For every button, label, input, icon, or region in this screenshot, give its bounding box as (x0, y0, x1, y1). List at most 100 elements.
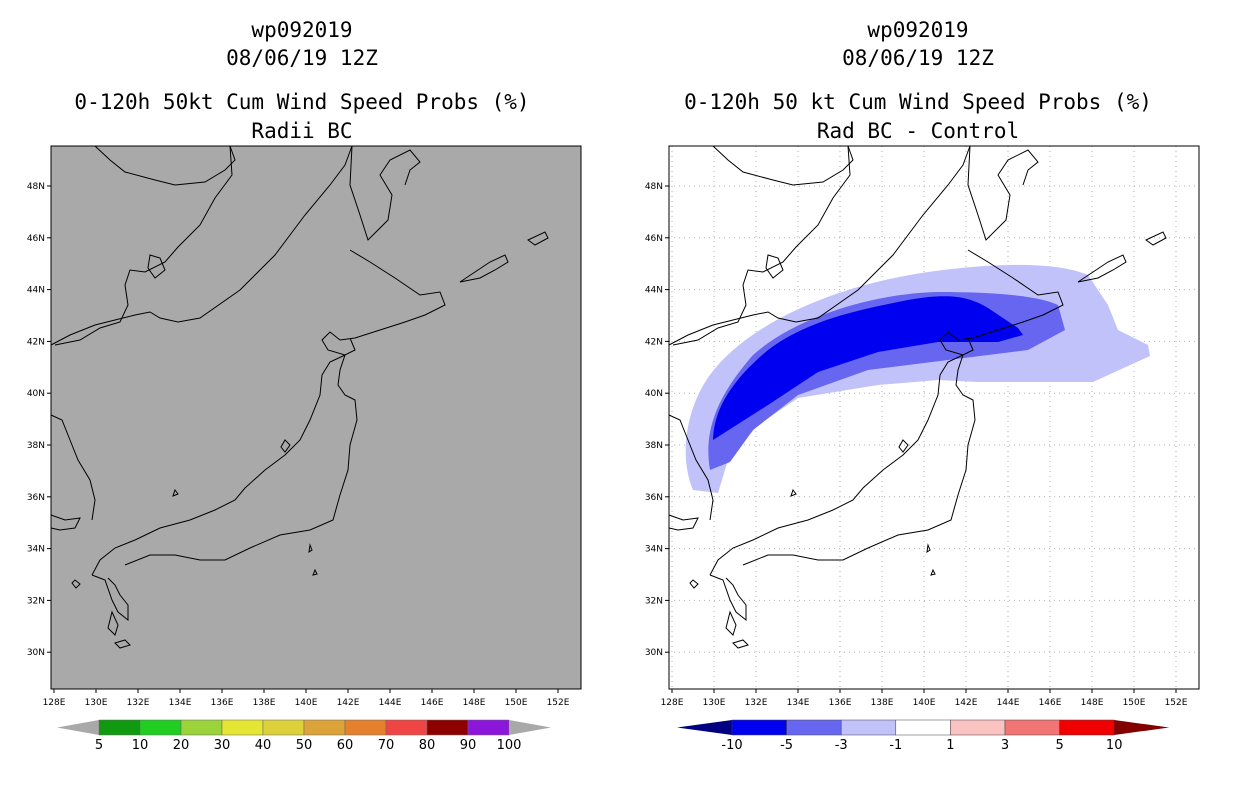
colorbar-box (221, 719, 264, 736)
coastline-segment (147, 254, 166, 279)
coastline-segment (725, 610, 737, 636)
x-tick-label: 140E (295, 698, 318, 708)
colorbar-label: 10 (132, 738, 149, 753)
colorbar-label: -5 (780, 738, 793, 753)
x-tick-label: 138E (871, 698, 894, 708)
x-tick-label: 134E (169, 698, 192, 708)
gridlines (669, 146, 1199, 689)
coastline-segment (280, 439, 291, 453)
y-tick-label: 36N (27, 493, 45, 503)
y-tick-label: 38N (645, 441, 663, 451)
colorbar-label: 80 (419, 738, 436, 753)
colorbar-label: -1 (889, 738, 902, 753)
x-tick-label: 152E (547, 698, 570, 708)
colorbar-box (840, 719, 897, 736)
y-tick-label: 42N (27, 337, 45, 347)
x-tick-label: 134E (787, 698, 810, 708)
coastline-segment (742, 354, 976, 566)
colorbar-box (731, 719, 787, 736)
axis-ticks: 128E 130E 132E 134E 136E 138E 140E 142E 144E 146E… (27, 182, 570, 708)
x-tick-label: 148E (463, 698, 486, 708)
colorbar: 5 10 20 30 40 50 60 70 80 90 100 (57, 719, 551, 753)
colorbar-label: 50 (296, 738, 313, 753)
coastline-segment (709, 574, 747, 622)
colorbar-label: 70 (378, 738, 395, 753)
colorbar-label: 20 (173, 738, 190, 753)
coastline-segment (765, 254, 784, 279)
x-tick-label: 132E (745, 698, 768, 708)
y-tick-label: 44N (645, 286, 663, 296)
colorbar-min-triangle (677, 720, 732, 735)
chart-subtitle: Rad BC - Control (816, 119, 1020, 143)
coastline-segment (349, 145, 421, 241)
colorbar-box (426, 719, 469, 736)
colorbar-label: 10 (1106, 738, 1123, 753)
colorbar-label: 100 (497, 738, 522, 753)
colorbar-label: 1 (946, 738, 954, 753)
colorbar-box (1059, 719, 1115, 736)
y-tick-label: 34N (27, 545, 45, 555)
y-tick-label: 40N (645, 389, 663, 399)
axis-ticks: 128E 130E 132E 134E 136E 138E 140E 142E 144E 146E… (645, 182, 1188, 708)
colorbar-label: 5 (95, 738, 103, 753)
coastline-segment (114, 639, 131, 649)
x-tick-label: 140E (913, 698, 936, 708)
colorbar-box (950, 719, 1006, 736)
x-tick-label: 146E (421, 698, 444, 708)
x-tick-label: 146E (1039, 698, 1062, 708)
x-tick-label: 144E (379, 698, 402, 708)
y-tick-label: 36N (645, 493, 663, 503)
y-tick-label: 32N (645, 596, 663, 606)
colorbar-box (98, 719, 141, 736)
x-tick-label: 150E (1123, 698, 1146, 708)
coastline-segment (732, 639, 749, 649)
x-tick-label: 130E (703, 698, 726, 708)
coastline-segment (459, 254, 509, 283)
chart-subtitle: Radii BC (251, 119, 353, 143)
x-tick-label: 142E (337, 698, 360, 708)
colorbar-label: 90 (460, 738, 477, 753)
left-map: 128E 130E 132E 134E 136E 138E 140E 142E 144E 146E… (27, 145, 582, 753)
colorbar-max-triangle (509, 720, 551, 735)
x-tick-label: 148E (1081, 698, 1104, 708)
coastline-segment (689, 579, 699, 589)
colorbar-label: -3 (835, 738, 848, 753)
coastline-segment (672, 145, 851, 346)
left-map-panel: wp092019 08/06/19 12Z 0-120h 50kt Cum Wi… (27, 18, 582, 753)
colorbar-label: 30 (214, 738, 231, 753)
coastline-segment (71, 579, 81, 589)
colorbar-label: 40 (255, 738, 272, 753)
colorbar-box (180, 719, 223, 736)
probability-difference-shading (685, 264, 1150, 493)
map-frame (50, 145, 582, 690)
y-tick-label: 44N (27, 286, 45, 296)
chart-title: 0-120h 50 kt Cum Wind Speed Probs (%) (684, 90, 1152, 114)
colorbar-box (303, 719, 346, 736)
coastline-segment (91, 354, 346, 576)
colorbar-box (262, 719, 305, 736)
colorbar-box (786, 719, 842, 736)
x-tick-label: 142E (955, 698, 978, 708)
coastline-segment (668, 414, 714, 521)
y-tick-label: 48N (645, 182, 663, 192)
x-tick-label: 152E (1165, 698, 1188, 708)
coastline-segment (308, 543, 313, 554)
colorbar-label: 5 (1055, 738, 1063, 753)
coastline-segment (50, 514, 81, 531)
forecast-datetime: 08/06/19 12Z (842, 46, 994, 70)
colorbar-label: 3 (1001, 738, 1009, 753)
coastline-segment (50, 145, 353, 346)
storm-id: wp092019 (867, 18, 969, 42)
x-tick-label: 150E (505, 698, 528, 708)
x-tick-label: 128E (661, 698, 684, 708)
colorbar-label: -10 (721, 738, 742, 753)
y-tick-label: 46N (645, 234, 663, 244)
coastline-segment (1145, 231, 1167, 246)
coastline-segment (926, 543, 931, 554)
forecast-datetime: 08/06/19 12Z (226, 46, 378, 70)
colorbar-box (344, 719, 387, 736)
y-tick-label: 46N (27, 234, 45, 244)
coastline-segment (124, 354, 358, 566)
coastline-segment (967, 145, 1039, 241)
y-tick-label: 38N (27, 441, 45, 451)
